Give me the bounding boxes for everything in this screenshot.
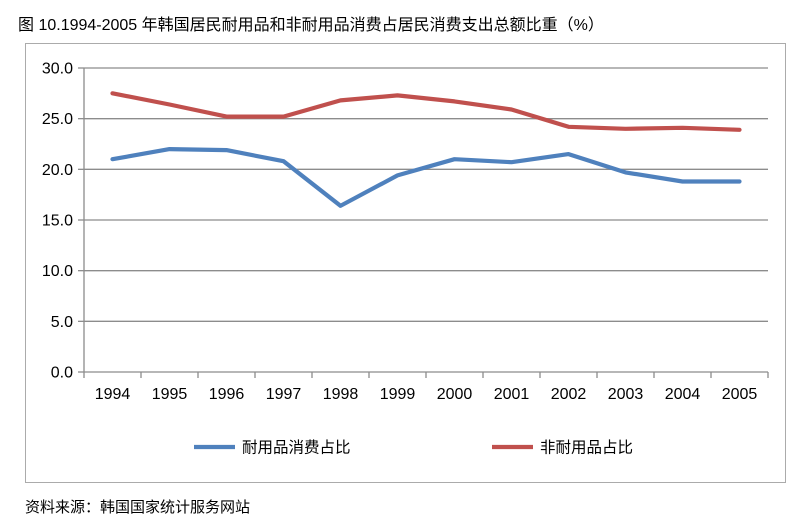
- x-tick-label: 1998: [323, 386, 359, 403]
- x-tick-label: 1999: [380, 386, 416, 403]
- x-tick-label: 1995: [152, 386, 188, 403]
- x-tick-label: 2003: [608, 386, 644, 403]
- y-tick-label: 0.0: [51, 365, 73, 382]
- series-line-0: [110, 146, 742, 208]
- source-note: 资料来源：韩国国家统计服务网站: [25, 499, 251, 516]
- y-tick-label: 20.0: [42, 162, 73, 179]
- x-tick-label: 2004: [665, 386, 701, 403]
- x-tick-label: 1997: [266, 386, 302, 403]
- figure-title: 图 10.1994-2005 年韩国居民耐用品和非耐用品消费占居民消费支出总额比…: [18, 17, 604, 34]
- y-tick-label: 10.0: [42, 263, 73, 280]
- chart-frame: 0.0 5.0 10.0 15.0 20.0 25.0 30.0 1994 1995 1996 19…: [25, 43, 786, 483]
- line-chart: 0.0 5.0 10.0 15.0 20.0 25.0 30.0 1994 1995 1996 19…: [42, 61, 769, 457]
- y-tick-label: 25.0: [42, 111, 73, 128]
- legend-label-1: 非耐用品占比: [540, 439, 633, 457]
- series-line-1: [110, 91, 742, 132]
- y-tick-label: 30.0: [42, 61, 73, 78]
- x-tick-label: 2000: [437, 386, 473, 403]
- x-tick-label: 2005: [722, 386, 758, 403]
- x-tick-label: 2001: [494, 386, 530, 403]
- x-tick-label: 1994: [95, 386, 131, 403]
- x-tick-label: 2002: [551, 386, 587, 403]
- y-tick-label: 5.0: [51, 314, 73, 331]
- y-tick-label: 15.0: [42, 213, 73, 230]
- x-tick-label: 1996: [209, 386, 245, 403]
- legend-label-0: 耐用品消费占比: [242, 439, 351, 457]
